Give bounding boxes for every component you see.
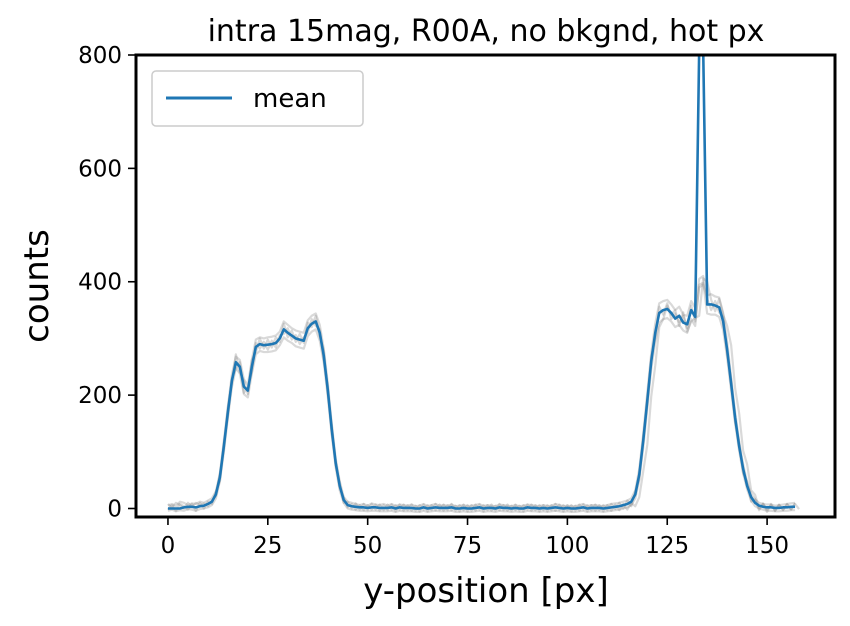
x-tick-label: 125: [645, 533, 689, 559]
legend-box: [151, 70, 364, 127]
y-axis: 0 200 400 600 800: [78, 43, 136, 522]
trace-line-4: [167, 277, 800, 513]
trace-line-3: [167, 283, 796, 513]
plot-area: [167, 55, 800, 513]
mean-line: [167, 55, 796, 510]
x-tick-label: 75: [453, 533, 482, 559]
trace-line-2: [167, 281, 796, 513]
y-tick-label: 0: [107, 496, 122, 522]
x-tick-label: 100: [545, 533, 589, 559]
plot-frame: [134, 53, 837, 519]
x-axis-label: y-position [px]: [363, 571, 609, 611]
y-tick-label: 400: [78, 270, 122, 296]
trace-line-1: [167, 274, 796, 508]
legend-label-mean: mean: [253, 84, 327, 114]
x-tick-label: 0: [161, 533, 176, 559]
x-tick-label: 25: [253, 533, 282, 559]
x-tick-label: 150: [745, 533, 789, 559]
y-tick-label: 800: [78, 43, 122, 69]
y-tick-label: 200: [78, 383, 122, 409]
y-axis-label: counts: [17, 229, 57, 343]
chart-title: intra 15mag, R00A, no bkgnd, hot px: [208, 14, 765, 49]
x-tick-label: 50: [353, 533, 382, 559]
y-tick-label: 600: [78, 156, 122, 182]
x-axis: 0 25 50 75 100 125 150: [161, 517, 789, 559]
legend: mean: [151, 70, 364, 127]
